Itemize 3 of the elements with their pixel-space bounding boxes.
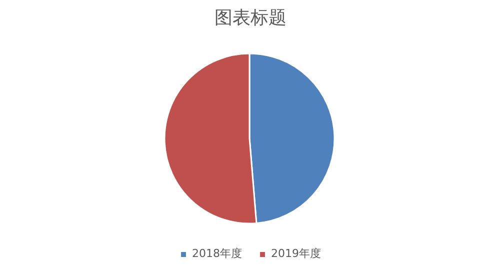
legend-label: 2018年度: [192, 246, 242, 261]
legend-label: 2019年度: [271, 246, 321, 261]
chart-title: 图表标题: [214, 8, 286, 28]
